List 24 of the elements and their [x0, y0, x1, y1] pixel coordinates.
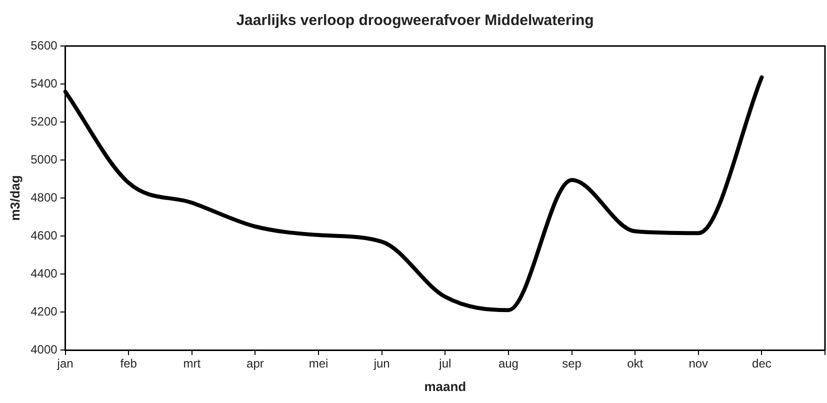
x-tick-label: okt	[627, 356, 644, 371]
y-tick-label: 5200	[30, 114, 58, 128]
y-tick-label: 5000	[30, 152, 58, 166]
x-tick-label: jan	[56, 356, 74, 371]
x-tick-label: mrt	[183, 356, 202, 371]
y-axis-title: m3/dag	[7, 175, 22, 221]
x-tick-label: mei	[308, 356, 328, 371]
y-tick-label: 5600	[30, 38, 58, 52]
y-tick-label: 5400	[30, 76, 58, 90]
x-tick-label: jul	[438, 356, 452, 371]
x-tick-label: feb	[120, 356, 138, 371]
x-tick-label: dec	[752, 356, 772, 371]
x-tick-label: aug	[498, 356, 518, 371]
x-tick-label: apr	[246, 356, 264, 371]
y-tick-label: 4600	[30, 228, 58, 242]
y-tick-label: 4200	[30, 304, 58, 318]
chart-title: Jaarlijks verloop droogweerafvoer Middelwatering	[236, 12, 594, 30]
x-tick-label: sep	[562, 356, 582, 371]
y-tick-label: 4000	[30, 342, 58, 356]
x-tick-label: jun	[372, 356, 390, 371]
x-axis-title: maand	[424, 378, 466, 394]
y-tick-label: 4800	[30, 190, 58, 204]
y-tick-label: 4400	[30, 266, 58, 280]
x-tick-label: nov	[688, 356, 708, 371]
